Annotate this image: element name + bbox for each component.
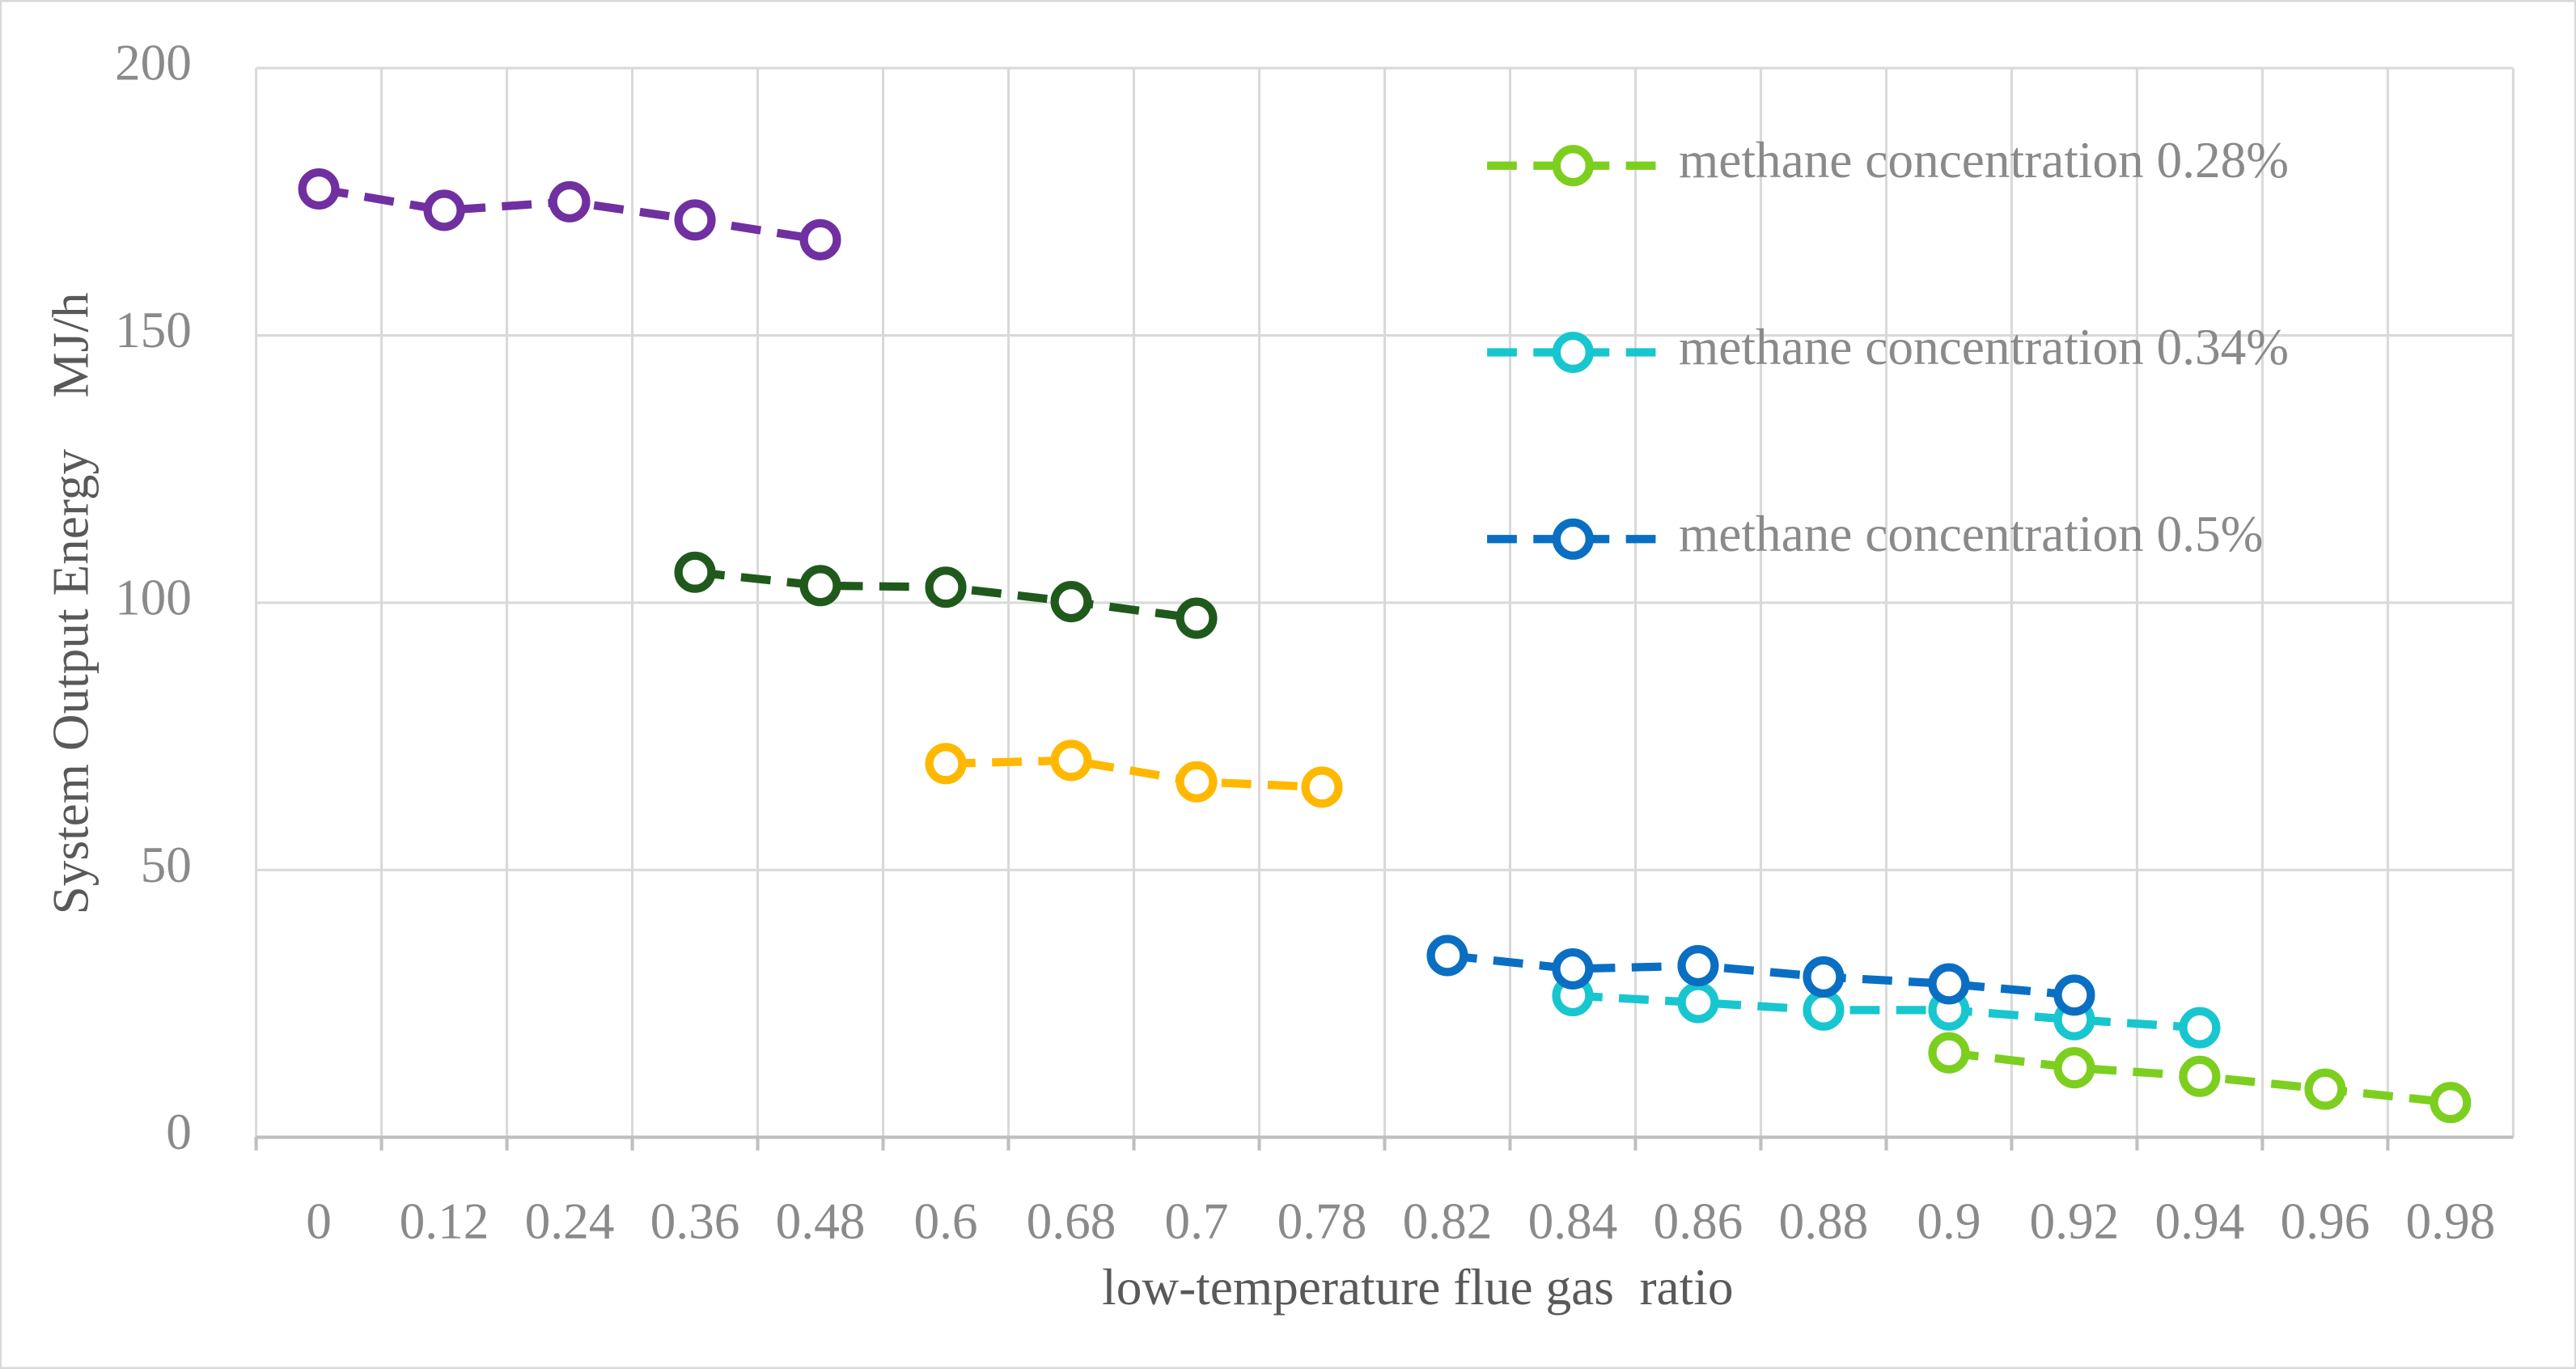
x-tick-label: 0.24 — [525, 1193, 615, 1249]
marker — [2053, 1047, 2095, 1089]
legend-label: methane concentration 0.28% — [1679, 132, 2289, 189]
y-tick-label: 150 — [115, 302, 192, 358]
marker — [2179, 1007, 2221, 1049]
marker — [799, 218, 841, 261]
marker — [1050, 740, 1092, 782]
marker — [2304, 1068, 2346, 1110]
x-tick-label: 0 — [306, 1193, 332, 1249]
marker — [1176, 761, 1218, 803]
marker — [1803, 956, 1845, 998]
marker — [1050, 581, 1092, 623]
y-tick-label: 0 — [166, 1104, 192, 1160]
marker — [1552, 947, 1594, 990]
marker — [1928, 1032, 1970, 1074]
x-tick-label: 0.68 — [1027, 1193, 1116, 1249]
x-tick-label: 0.92 — [2030, 1193, 2120, 1249]
marker — [674, 551, 716, 593]
y-tick-label: 50 — [141, 837, 192, 893]
x-tick-label: 0.9 — [1917, 1193, 1981, 1249]
marker — [298, 167, 340, 210]
marker — [1928, 963, 1970, 1005]
x-tick-label: 0.7 — [1164, 1193, 1228, 1249]
marker — [2430, 1082, 2472, 1124]
legend-label: methane concentration 0.34% — [1679, 319, 2289, 375]
marker — [1426, 935, 1468, 977]
series-line — [1447, 951, 2075, 999]
legend-marker — [1552, 145, 1594, 187]
series-line — [1572, 991, 2201, 1032]
y-tick-label: 200 — [115, 35, 192, 91]
x-tick-label: 0.84 — [1528, 1193, 1618, 1249]
x-tick-label: 0.98 — [2406, 1193, 2496, 1249]
marker — [1176, 597, 1218, 639]
legend-label: methane concentration 0.5% — [1679, 506, 2263, 562]
x-tick-label: 0.88 — [1779, 1193, 1869, 1249]
x-tick-label: 0.96 — [2281, 1193, 2371, 1249]
marker — [925, 743, 967, 785]
x-tick-label: 0.94 — [2155, 1193, 2245, 1249]
legend-marker — [1552, 331, 1594, 374]
marker — [1301, 766, 1343, 808]
y-axis-label: System Output Energy MJ/h — [42, 292, 99, 914]
marker — [799, 565, 841, 607]
x-tick-label: 0.36 — [650, 1193, 740, 1249]
marker — [2179, 1055, 2221, 1097]
marker — [423, 189, 465, 231]
legend-marker — [1552, 518, 1594, 560]
marker — [1803, 989, 1845, 1031]
marker — [925, 566, 967, 608]
x-tick-label: 0.78 — [1277, 1193, 1367, 1249]
marker — [549, 180, 591, 223]
marker — [2053, 974, 2095, 1016]
marker — [1677, 981, 1719, 1024]
marker — [674, 199, 716, 241]
series-line — [945, 756, 1323, 791]
x-tick-label: 0.48 — [776, 1193, 866, 1249]
x-axis-label: low-temperature flue gas ratio — [1102, 1259, 1733, 1316]
x-tick-label: 0.82 — [1403, 1193, 1493, 1249]
x-tick-label: 0.12 — [400, 1193, 489, 1249]
x-tick-label: 0.6 — [913, 1193, 977, 1249]
x-tick-label: 0.86 — [1654, 1193, 1743, 1249]
marker — [1677, 944, 1719, 987]
y-tick-label: 100 — [115, 569, 192, 625]
